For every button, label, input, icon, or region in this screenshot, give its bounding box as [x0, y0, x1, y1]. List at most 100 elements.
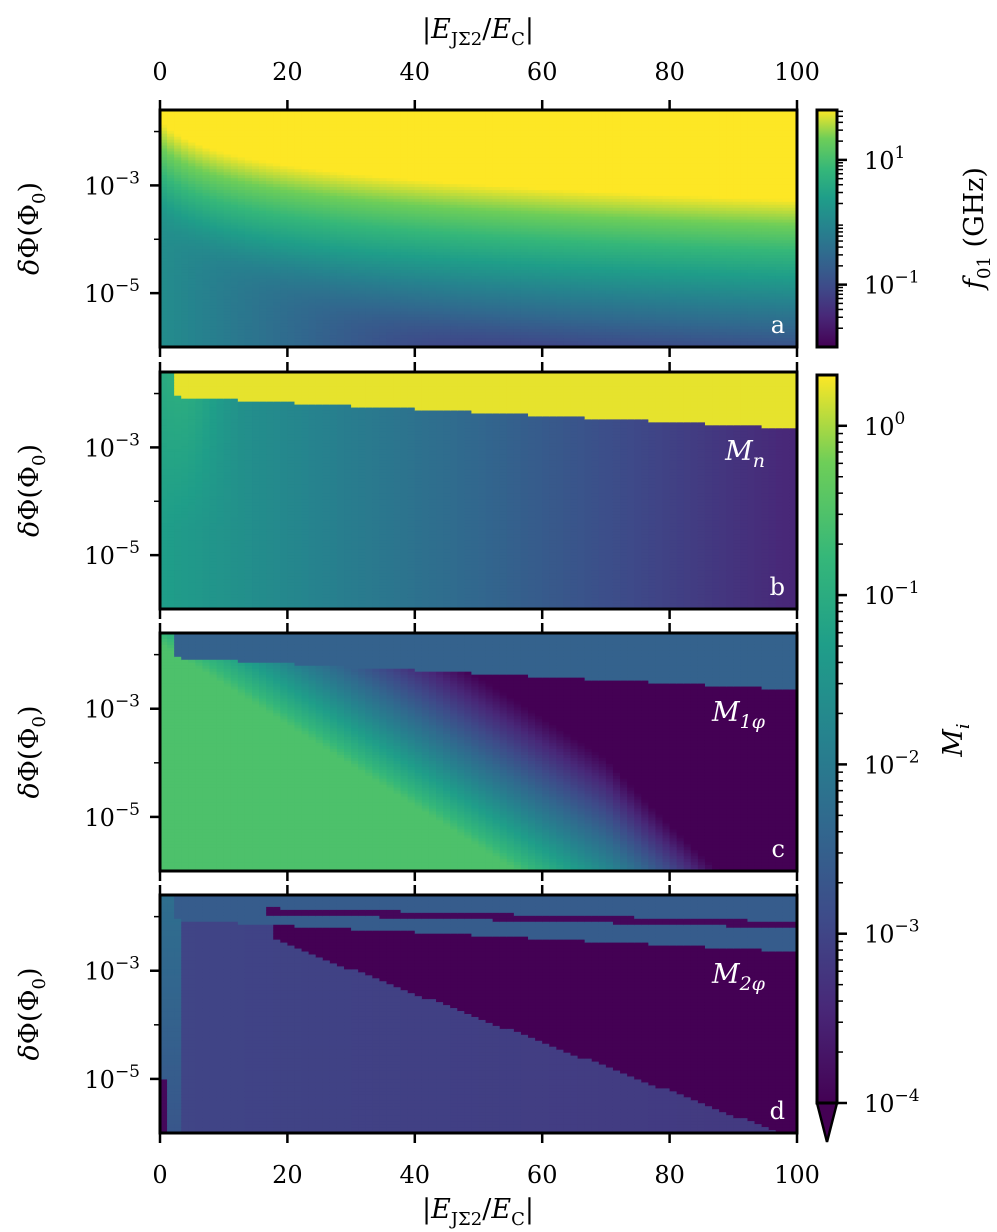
heatmap-cell: [535, 335, 543, 339]
heatmap-cell: [280, 269, 288, 274]
heatmap-cell: [428, 275, 437, 280]
heatmap-cell: [202, 258, 211, 262]
heatmap-cell: [379, 160, 388, 164]
heatmap-cell: [443, 154, 451, 158]
heatmap-cell: [308, 136, 317, 141]
heatmap-cell: [336, 290, 345, 295]
heatmap-cell: [167, 178, 175, 182]
heatmap-cell: [329, 136, 338, 141]
heatmap-cell: [160, 246, 168, 250]
heatmap-cell: [266, 278, 274, 283]
heatmap-cell: [351, 175, 359, 179]
heatmap-cell: [407, 222, 416, 227]
heatmap-cell: [421, 127, 430, 132]
heatmap-cell: [315, 326, 324, 330]
heatmap-cell: [365, 281, 373, 286]
heatmap-cell: [584, 317, 593, 321]
heatmap-cell: [407, 252, 416, 256]
heatmap-cell: [428, 338, 437, 342]
heatmap-cell: [336, 323, 345, 327]
heatmap-cell: [577, 184, 586, 188]
heatmap-cell: [421, 198, 430, 203]
heatmap-cell: [591, 184, 600, 188]
heatmap-cell: [542, 201, 550, 206]
heatmap-cell: [450, 302, 458, 307]
heatmap-cell: [492, 326, 501, 330]
heatmap-cell: [485, 284, 494, 289]
heatmap-cell: [407, 332, 416, 336]
heatmap-cell: [252, 204, 260, 209]
heatmap-cell: [202, 243, 211, 247]
heatmap-cell: [549, 178, 557, 182]
heatmap-cell: [549, 290, 557, 295]
heatmap-cell: [464, 169, 473, 173]
heatmap-cell: [386, 121, 395, 126]
heatmap-cell: [308, 204, 317, 209]
heatmap-cell: [181, 284, 189, 289]
heatmap-cell: [542, 157, 550, 161]
heatmap-cell: [436, 302, 444, 307]
heatmap-cell: [464, 264, 473, 268]
heatmap-cell: [386, 311, 395, 316]
heatmap-cell: [520, 290, 529, 295]
heatmap-cell: [216, 213, 225, 218]
heatmap-cell: [584, 246, 593, 250]
heatmap-cell: [252, 264, 260, 268]
heatmap-cell: [535, 112, 543, 117]
heatmap-cell: [230, 314, 239, 318]
heatmap-cell: [365, 139, 373, 144]
heatmap-cell: [556, 243, 565, 247]
heatmap-cell: [322, 314, 331, 318]
heatmap-cell: [273, 299, 281, 304]
heatmap-cell: [450, 243, 458, 247]
heatmap-cell: [202, 115, 211, 120]
heatmap-cell: [202, 133, 211, 138]
heatmap-cell: [344, 338, 352, 342]
heatmap-cell: [358, 198, 366, 203]
heatmap-cell: [329, 184, 338, 188]
heatmap-cell: [436, 201, 444, 206]
heatmap-cell: [160, 261, 168, 265]
heatmap-cell: [386, 198, 395, 203]
heatmap-cell: [237, 335, 246, 339]
heatmap-cell: [174, 154, 182, 158]
heatmap-cell: [223, 311, 232, 316]
heatmap-cell: [344, 258, 352, 262]
heatmap-cell: [584, 139, 593, 144]
heatmap-cell: [160, 249, 168, 253]
heatmap-cell: [181, 267, 189, 271]
heatmap-cell: [336, 302, 345, 307]
heatmap-cell: [273, 198, 281, 203]
heatmap-cell: [280, 243, 288, 247]
heatmap-cell: [273, 269, 281, 274]
heatmap-cell: [301, 169, 310, 173]
heatmap-cell: [351, 261, 359, 265]
heatmap-cell: [322, 181, 331, 185]
heatmap-cell: [336, 264, 345, 268]
heatmap-cell: [379, 115, 388, 120]
heatmap-cell: [379, 213, 388, 218]
heatmap-cell: [223, 184, 232, 188]
heatmap-cell: [528, 323, 536, 327]
heatmap-cell: [252, 258, 260, 262]
heatmap-cell: [520, 305, 529, 310]
heatmap-cell: [499, 189, 508, 194]
heatmap-cell: [237, 110, 246, 114]
heatmap-cell: [372, 160, 381, 164]
heatmap-cell: [379, 338, 388, 342]
heatmap-cell: [528, 240, 536, 244]
heatmap-cell: [344, 115, 352, 120]
heatmap-panel-a: [160, 110, 797, 347]
heatmap-cell: [556, 275, 565, 280]
heatmap-cell: [344, 261, 352, 265]
heatmap-cell: [202, 275, 211, 280]
heatmap-cell: [244, 249, 253, 253]
heatmap-cell: [195, 299, 204, 304]
heatmap-cell: [244, 198, 253, 203]
heatmap-cell: [358, 237, 366, 241]
heatmap-cell: [174, 338, 182, 342]
heatmap-cell: [528, 237, 536, 241]
heatmap-cell: [223, 293, 232, 298]
heatmap-cell: [358, 184, 366, 188]
heatmap-cell: [259, 178, 267, 182]
